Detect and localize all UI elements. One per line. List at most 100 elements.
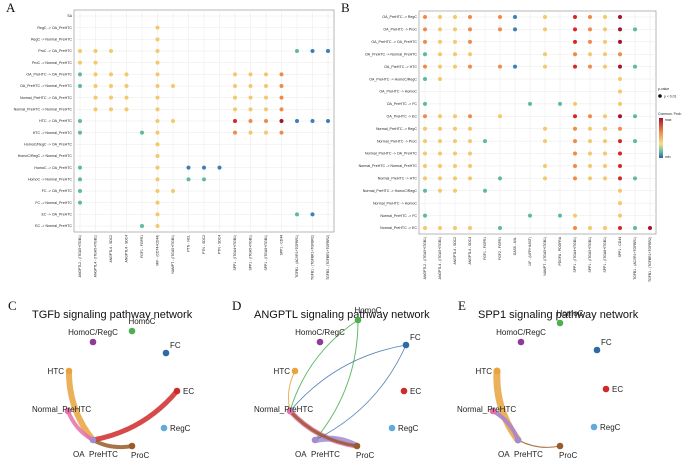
dot-point [78, 49, 82, 53]
dot-point [155, 72, 160, 77]
dot-point [279, 130, 284, 135]
network-edge [66, 409, 95, 442]
x-tick-label: ANGPTL4 - (ITGA5+ITGB1) [438, 237, 442, 279]
network-node-label: HomoC [556, 309, 583, 318]
x-tick-label: ANGPTL4 - (ITGA5+ITGB1) [94, 235, 98, 277]
dot-point [543, 64, 547, 69]
dot-point [633, 226, 637, 230]
network-node [493, 367, 501, 375]
dot-point [326, 119, 330, 123]
dot-point [264, 72, 268, 77]
dot-point [573, 114, 577, 119]
dot-point [618, 64, 622, 69]
dot-point [78, 177, 82, 182]
network-edge [289, 319, 359, 412]
legend-size-title: p-value [658, 87, 669, 91]
network-node [89, 436, 97, 444]
y-tick-label: EC -> Normal_PreHTC [35, 224, 72, 228]
panel-letter-c: C [8, 298, 17, 313]
dot-point [603, 126, 607, 131]
dot-point [573, 176, 577, 181]
y-tick-label: HomoC -> Normal_PreHTC [28, 178, 72, 182]
dot-point [573, 139, 577, 144]
dot-point [603, 15, 607, 19]
dot-point [468, 139, 472, 144]
dot-point [438, 64, 442, 69]
legend-color-max: max [665, 118, 672, 122]
dot-point [483, 139, 487, 144]
dot-point [573, 126, 577, 131]
y-tick-label: Normal_PreHTC -> Normal_PreHTC [359, 164, 418, 168]
panel-letter-a: A [6, 0, 16, 15]
y-tick-label: Normal_PreHTC -> RegC [376, 127, 417, 131]
dot-point [543, 163, 547, 168]
dot-point [438, 39, 442, 44]
dot-point [633, 114, 637, 119]
panel-letter-b: B [341, 0, 350, 15]
dot-point [78, 165, 82, 170]
network-edge [288, 370, 296, 412]
network-node-label: RegC [600, 423, 621, 432]
network-node-label: EC [612, 385, 623, 394]
dot-point [423, 176, 427, 181]
x-tick-label: NAMPT - (ITGA5+ITGB1) [171, 235, 175, 274]
network-node [173, 387, 181, 395]
dot-point [186, 177, 191, 182]
dot-point [140, 130, 144, 135]
network-node [593, 346, 601, 354]
dot-point [155, 142, 160, 147]
dot-point [618, 126, 622, 131]
dot-point [124, 72, 129, 77]
dot-point [423, 188, 427, 193]
dot-point [618, 77, 622, 82]
dot-point [513, 27, 517, 32]
dot-point [618, 163, 622, 168]
dot-point [155, 107, 160, 112]
dot-point [438, 163, 442, 168]
x-tick-label: PTN - NCL [187, 235, 191, 252]
dot-point [423, 213, 427, 218]
dot-point [543, 27, 547, 32]
x-tick-label: MIF - (CD74+CD44) [156, 235, 160, 265]
dot-point [279, 95, 284, 100]
dot-point [438, 77, 442, 82]
network-title-e: SPP1 signaling pathway network [478, 309, 639, 321]
dot-point [528, 213, 532, 218]
dot-point [588, 151, 592, 156]
y-tick-label: OA_PreHTC -> Normal_PreHTC [365, 52, 417, 56]
legend-color-min: min [665, 155, 671, 159]
network-node-label: OA_PreHTC [295, 450, 340, 458]
network-node [353, 442, 361, 450]
dot-point [453, 163, 457, 168]
dot-point [109, 107, 113, 112]
network-node [400, 387, 408, 395]
dot-point [264, 130, 268, 135]
dot-point [603, 176, 607, 181]
dot-point [124, 84, 129, 88]
dot-point [588, 176, 592, 181]
dot-point [140, 224, 144, 228]
network-edge [90, 388, 180, 443]
dot-point [310, 212, 315, 217]
x-tick-label: PTN - SDC2 [202, 235, 206, 254]
dot-point [93, 60, 98, 65]
dot-point [202, 165, 206, 170]
network-edge [65, 368, 96, 443]
dot-point [588, 39, 592, 44]
network-edge [288, 409, 359, 448]
network-node [316, 338, 324, 346]
dot-point [78, 60, 82, 65]
legend-color-title: Commun. Prob. [658, 112, 682, 116]
y-tick-label: OA_PreHTC -> OA_PreHTC [371, 40, 417, 44]
dot-point [93, 95, 98, 100]
dot-point [155, 212, 160, 217]
network-node [590, 423, 598, 431]
dot-point [588, 163, 592, 168]
dot-point [573, 101, 577, 106]
y-tick-label: OA_PreHTC -> OA_PreHTC [26, 73, 72, 77]
dot-point [453, 15, 457, 19]
dot-point [468, 52, 472, 57]
y-tick-label: RegC -> OA_PreHTC [37, 26, 72, 30]
network-edge [314, 344, 407, 441]
y-tick-label: ProC -> Normal_PreHTC [32, 61, 72, 65]
